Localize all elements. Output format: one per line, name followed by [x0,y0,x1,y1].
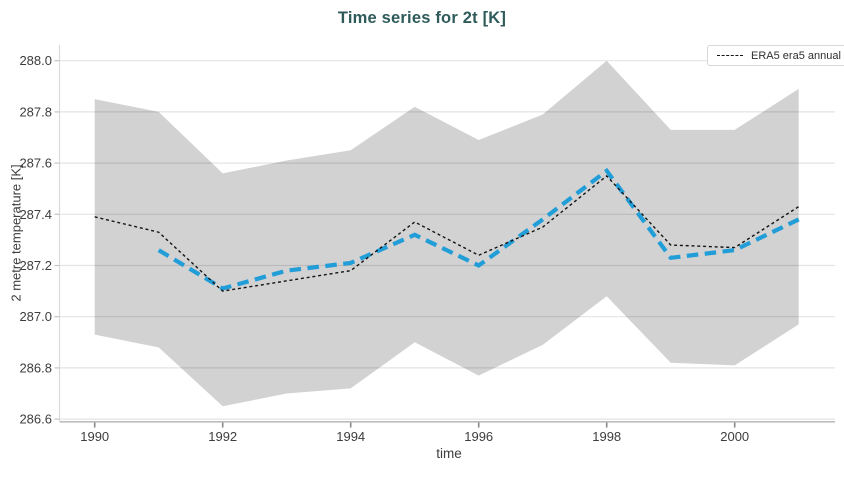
y-tick-label: 287.0 [19,309,52,324]
legend[interactable]: ERA5 era5 annual [707,45,844,66]
x-tick-label: 1992 [208,429,237,444]
y-tick-label: 287.4 [19,207,52,222]
y-tick-label: 287.8 [19,104,52,119]
x-tick-label: 2000 [720,429,749,444]
y-tick-label: 286.6 [19,412,52,427]
y-axis-title: 2 metre temperature [K] [8,164,24,302]
chart-title: Time series for 2t [K] [337,9,507,27]
x-tick-label: 1996 [464,429,493,444]
y-tick-label: 286.8 [19,360,52,375]
y-tick-label: 287.2 [19,258,52,273]
legend-dash-sample-icon [717,55,743,56]
y-tick-label: 287.6 [19,156,52,171]
legend-label: ERA5 era5 annual [751,49,841,62]
x-tick-label: 1994 [336,429,365,444]
series-blue-dashed [157,167,800,291]
x-tick-label: 1998 [592,429,621,444]
series-era5-annual [94,174,800,292]
y-tick-label: 288.0 [19,53,52,68]
x-tick-label: 1990 [80,429,109,444]
uncertainty-band [94,60,799,407]
x-axis-title: time [436,446,462,461]
